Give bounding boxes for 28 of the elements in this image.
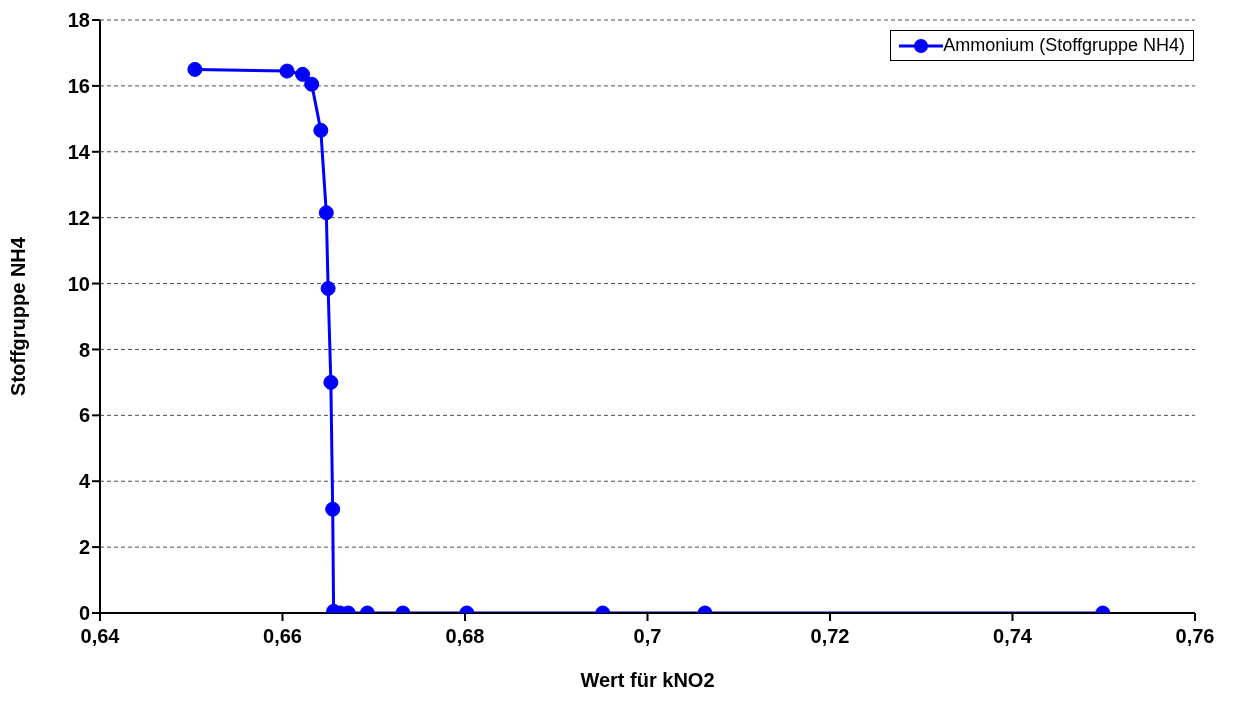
point [295, 66, 311, 82]
x-tick-label: 0,72 [810, 625, 850, 648]
x-tick-label: 0,66 [263, 625, 302, 648]
y-tick-label: 2 [78, 536, 90, 559]
point [313, 122, 329, 138]
legend-label: Ammonium (Stoffgruppe NH4) [943, 35, 1185, 56]
point [318, 205, 334, 221]
x-tick-label: 0,74 [993, 625, 1033, 648]
point [320, 281, 336, 296]
x-tick-label: 0,76 [1175, 625, 1215, 648]
point [279, 63, 295, 79]
y-tick-label: 12 [67, 206, 90, 229]
y-tick-label: 16 [67, 74, 90, 97]
y-tick-label: 0 [78, 602, 90, 625]
y-axis-title: Stoffgruppe NH4 [7, 236, 30, 396]
y-tick-label: 4 [78, 470, 91, 493]
point [187, 61, 203, 77]
y-tick-label: 8 [78, 338, 90, 361]
point [323, 374, 339, 390]
x-tick-label: 0,68 [445, 625, 485, 648]
y-tick-label: 10 [67, 272, 90, 295]
x-tick-label: 0,64 [80, 625, 121, 648]
x-axis-title: Wert für kNO2 [580, 669, 715, 691]
x-tick-label: 0,7 [633, 625, 662, 648]
point [304, 76, 320, 92]
y-tick-label: 14 [67, 140, 91, 163]
y-tick-label: 18 [67, 9, 90, 32]
y-tick-label: 6 [78, 404, 90, 427]
